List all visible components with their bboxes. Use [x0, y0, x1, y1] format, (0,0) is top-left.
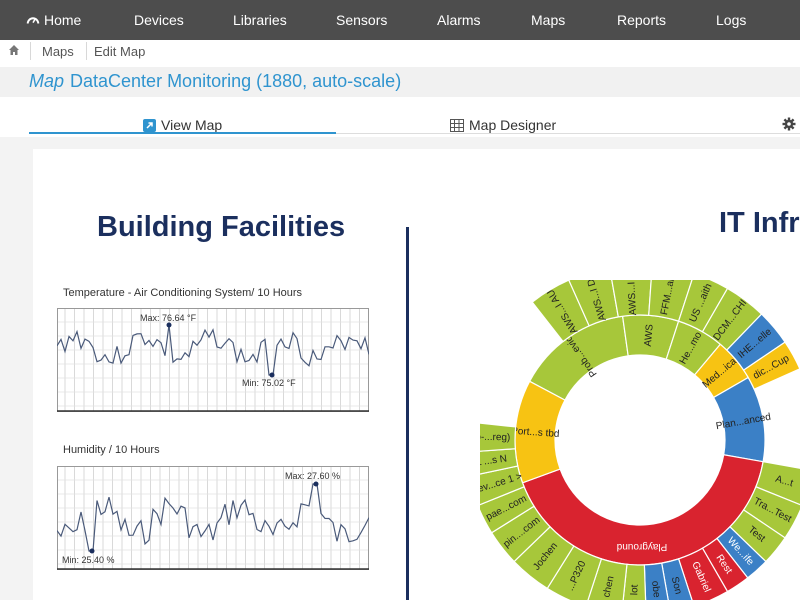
top-navigation: Home Devices Libraries Sensors Alarms Ma… [0, 0, 800, 40]
breadcrumb-separator [86, 42, 87, 60]
breadcrumb-separator [30, 42, 31, 60]
it-infrastructure-sunburst[interactable]: Prob...evice AWS He...mo Med...ical Plan...a… [480, 280, 800, 600]
temperature-chart-title[interactable]: Temperature - Air Conditioning System/ 1… [63, 287, 303, 299]
building-facilities-heading: Building Facilities [97, 211, 346, 243]
nav-maps[interactable]: Maps [531, 12, 566, 28]
sunburst-center-label: Playground [617, 541, 668, 552]
tab-map-designer[interactable]: Map Designer [450, 117, 556, 133]
nav-alarms[interactable]: Alarms [437, 12, 481, 28]
humidity-max-label: Max: 27.60 % [285, 471, 340, 481]
grid-icon [450, 119, 464, 132]
gauge-icon [26, 17, 40, 24]
page-title-prefix: Map [29, 71, 65, 91]
tab-divider [336, 133, 800, 134]
active-tab-indicator [29, 132, 336, 134]
map-tabs: View Map Map Designer [0, 112, 800, 138]
sunburst-label: Port...s tbd [511, 426, 560, 440]
nav-sensors[interactable]: Sensors [336, 12, 388, 28]
humidity-chart-title[interactable]: Humidity / 10 Hours [63, 444, 160, 456]
home-icon[interactable] [8, 44, 20, 56]
sunburst-segment-qo-reg[interactable] [480, 422, 517, 452]
temperature-max-point [166, 322, 172, 328]
temperature-max-label: Max: 76.64 °F [140, 313, 197, 323]
sunburst-label: obe [649, 580, 662, 598]
page-title-text: DataCenter Monitoring (1880, auto-scale) [70, 71, 402, 91]
nav-devices[interactable]: Devices [134, 12, 184, 28]
breadcrumb-edit-map: Edit Map [94, 44, 146, 59]
sunburst-label: qo-...reg) [480, 432, 510, 444]
sunburst-label: lot [629, 584, 640, 595]
sunburst-label: AWS...I US [625, 280, 639, 316]
sunburst-label: Son [669, 576, 684, 596]
page-title: Map DataCenter Monitoring (1880, auto-sca… [29, 71, 401, 92]
gear-icon[interactable] [782, 117, 796, 131]
humidity-min-label: Min: 25.40 % [62, 555, 115, 565]
nav-reports[interactable]: Reports [617, 12, 667, 28]
humidity-max-point [313, 481, 319, 487]
temperature-min-point [269, 372, 275, 378]
nav-home-label: Home [44, 12, 82, 28]
nav-home[interactable]: Home [26, 0, 81, 40]
sunburst-label: AWS [643, 323, 656, 347]
temperature-min-label: Min: 75.02 °F [242, 378, 296, 388]
breadcrumb-maps[interactable]: Maps [42, 44, 74, 59]
sunburst-label: L ...s N [480, 453, 508, 468]
tab-view-map-label: View Map [161, 117, 223, 133]
external-link-icon [143, 119, 156, 132]
tab-view-map[interactable]: View Map [143, 117, 222, 133]
humidity-chart[interactable]: Max: 27.60 % Min: 25.40 % [57, 466, 369, 570]
title-bar: Map DataCenter Monitoring (1880, auto-sca… [0, 67, 800, 97]
sunburst-segment-dic[interactable] [742, 341, 800, 390]
temperature-chart[interactable]: Max: 76.64 °F Min: 75.02 °F [57, 308, 369, 412]
sunburst-label: A...t [774, 474, 794, 490]
it-infrastructure-heading: IT Infr [719, 207, 800, 239]
nav-libraries[interactable]: Libraries [233, 12, 287, 28]
tab-map-designer-label: Map Designer [469, 117, 557, 133]
section-divider [406, 227, 409, 600]
humidity-min-point [89, 548, 95, 554]
breadcrumb: Maps Edit Map [0, 40, 800, 63]
nav-logs[interactable]: Logs [716, 12, 747, 28]
sunburst-label: chen [601, 575, 616, 599]
